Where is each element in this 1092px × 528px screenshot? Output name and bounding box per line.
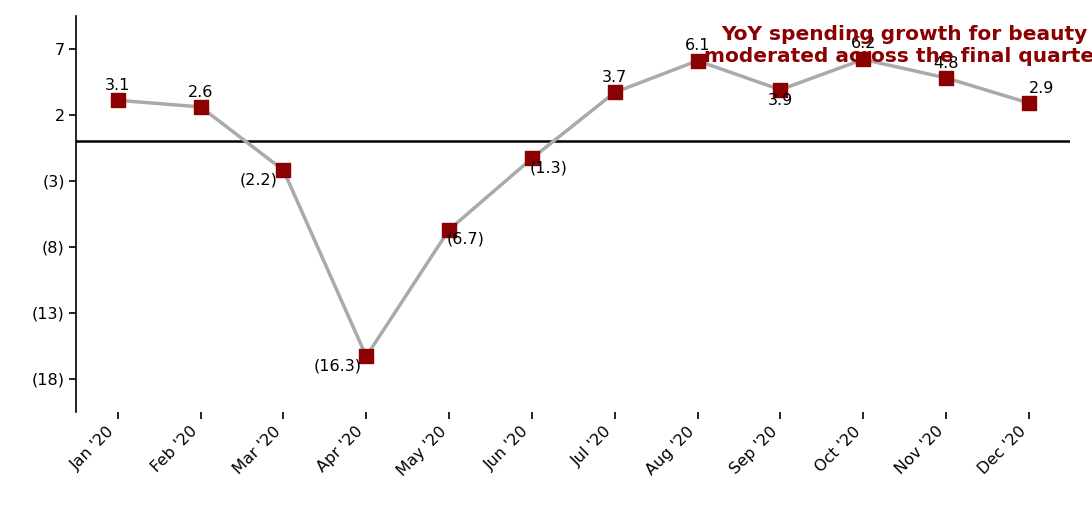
Text: (6.7): (6.7) [447, 232, 485, 247]
Point [1020, 99, 1037, 107]
Text: 6.2: 6.2 [851, 36, 876, 52]
Text: (16.3): (16.3) [313, 359, 361, 374]
Point [937, 73, 954, 82]
Text: 3.9: 3.9 [768, 93, 793, 108]
Text: 2.9: 2.9 [1029, 81, 1054, 96]
Point [275, 166, 293, 174]
Text: 6.1: 6.1 [685, 38, 710, 53]
Point [689, 56, 707, 65]
Point [854, 55, 871, 63]
Point [606, 88, 624, 97]
Text: 2.6: 2.6 [188, 84, 213, 100]
Point [440, 225, 458, 234]
Text: (1.3): (1.3) [530, 161, 568, 175]
Point [772, 86, 790, 94]
Text: 4.8: 4.8 [934, 55, 959, 71]
Text: 3.1: 3.1 [105, 78, 131, 93]
Point [357, 352, 375, 361]
Text: YoY spending growth for beauty
moderated across the final quarter: YoY spending growth for beauty moderated… [704, 25, 1092, 66]
Point [523, 154, 541, 163]
Text: (2.2): (2.2) [239, 173, 277, 187]
Point [192, 102, 210, 111]
Text: 3.7: 3.7 [602, 70, 627, 85]
Point [109, 96, 127, 105]
